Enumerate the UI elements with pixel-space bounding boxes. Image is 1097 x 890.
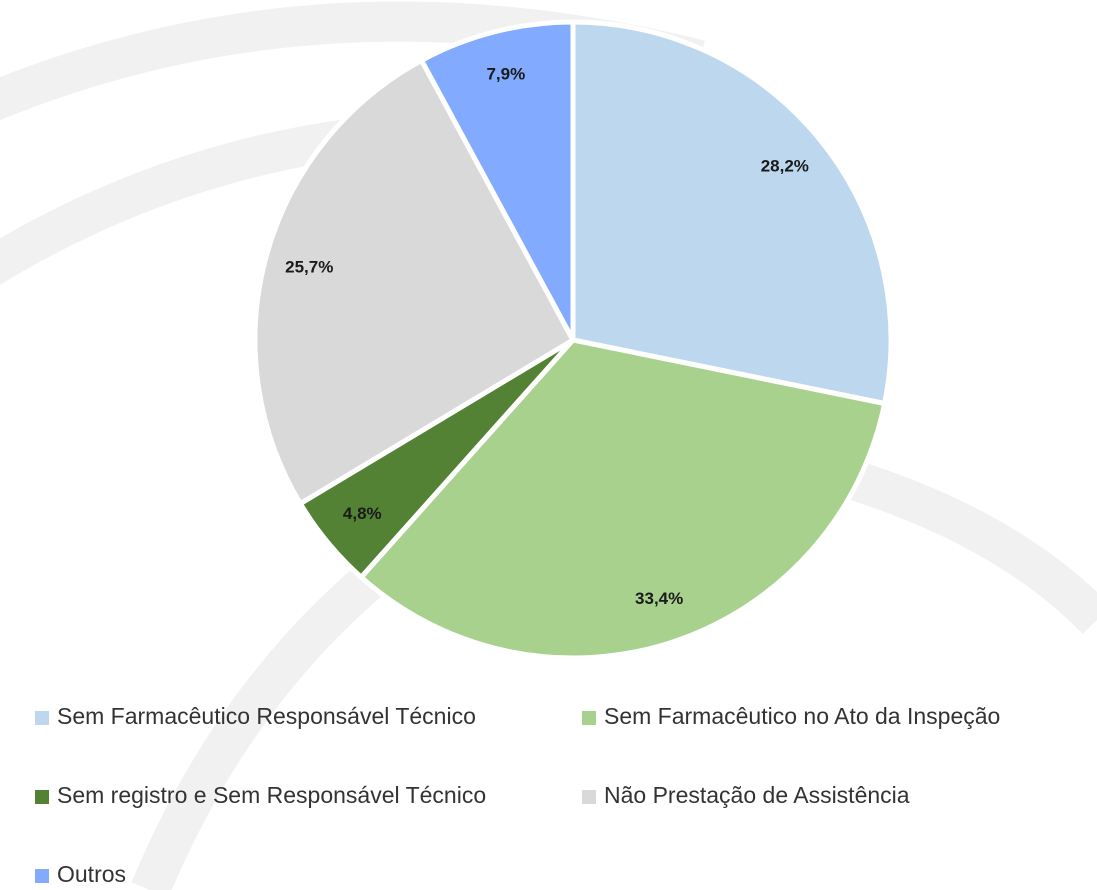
legend-marker xyxy=(582,790,596,804)
legend: Sem Farmacêutico Responsável Técnico Sem … xyxy=(35,703,1000,887)
pie-slice xyxy=(358,337,888,661)
legend-marker xyxy=(35,869,49,883)
legend-label: Sem Farmacêutico Responsável Técnico xyxy=(57,703,476,729)
pie-slice xyxy=(570,19,894,407)
data-label: 28,2% xyxy=(761,156,809,175)
data-label: 7,9% xyxy=(486,64,525,83)
pie-slice xyxy=(252,57,576,507)
watermark-curve xyxy=(814,450,1097,634)
pie: 28,2% 33,4% 4,8% 25,7% 7,9% xyxy=(252,19,894,661)
legend-marker xyxy=(35,790,49,804)
legend-marker xyxy=(35,711,49,725)
data-label: 33,4% xyxy=(635,589,683,608)
legend-marker xyxy=(582,711,596,725)
legend-label: Outros xyxy=(57,861,126,887)
legend-label: Sem registro e Sem Responsável Técnico xyxy=(57,782,486,808)
data-label: 4,8% xyxy=(343,504,382,523)
pie-slice xyxy=(419,19,576,343)
legend-label: Sem Farmacêutico no Ato da Inspeção xyxy=(604,703,1000,729)
data-label: 25,7% xyxy=(285,257,333,276)
legend-label: Não Prestação de Assistência xyxy=(604,782,910,808)
